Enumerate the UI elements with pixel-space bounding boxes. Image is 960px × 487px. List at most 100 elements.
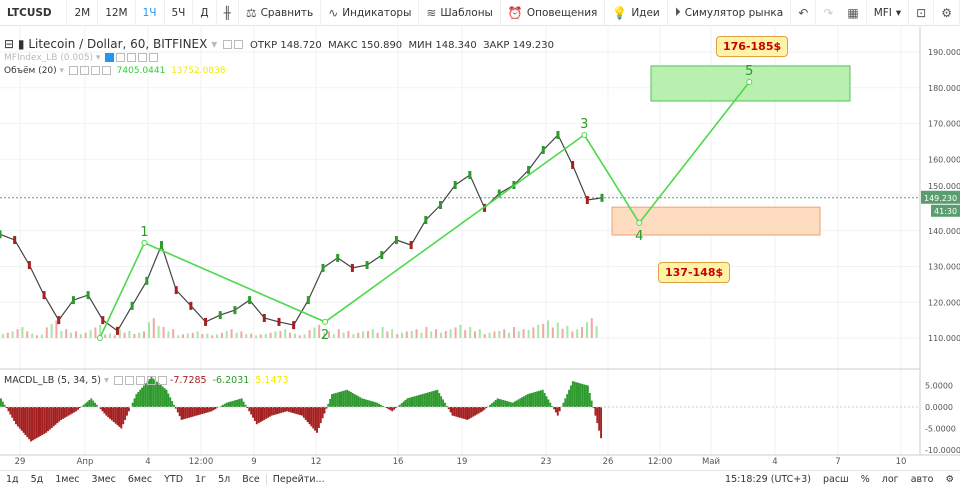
macd-bar: [364, 399, 367, 407]
open-label: ОТКР: [250, 40, 278, 51]
redo-icon: ↷: [823, 5, 834, 20]
layout-button[interactable]: ▦: [840, 0, 867, 26]
templates-button[interactable]: ≋ Шаблоны: [419, 0, 501, 26]
macd-bar: [489, 404, 492, 407]
macd-bar: [75, 407, 78, 412]
time-tick-label: 7: [835, 457, 840, 467]
indicator-settings-icon[interactable]: [105, 53, 115, 62]
volume-bar: [508, 332, 510, 338]
interval-1h[interactable]: 1Ч: [136, 0, 165, 26]
symbol-search[interactable]: LTCUSD: [0, 0, 68, 26]
templates-label: Шаблоны: [440, 6, 493, 19]
add-icon[interactable]: [138, 53, 148, 62]
redo-button[interactable]: ↷: [816, 0, 840, 26]
range-ytd[interactable]: YTD: [164, 473, 184, 485]
price-candle: [336, 253, 340, 262]
price-candle: [365, 261, 369, 270]
time-tick-label: 29: [15, 457, 26, 467]
volume-bar: [595, 326, 598, 338]
settings-icon[interactable]: [234, 40, 244, 49]
compare-button[interactable]: ⚖ Сравнить: [239, 0, 322, 26]
macd-bar: [158, 383, 160, 407]
volume-bar: [294, 333, 296, 338]
macd-bar: [346, 389, 349, 407]
volume-value-2: 13752.0838: [171, 66, 226, 76]
volume-bar: [542, 323, 545, 338]
macd-bar: [18, 407, 21, 429]
price-candle: [130, 301, 134, 310]
price-tick-label: 150.000: [928, 182, 960, 191]
last-price-badge: [921, 190, 960, 204]
chart-canvas[interactable]: 190.000180.000170.000160.000150.000140.0…: [0, 27, 960, 470]
macd-bar: [410, 397, 412, 407]
percent-toggle[interactable]: %: [860, 473, 870, 485]
replay-button[interactable]: ⏵ Симулятор рынка: [668, 0, 792, 26]
extended-hours-toggle[interactable]: расш: [822, 473, 849, 485]
goto-button[interactable]: Перейти...: [265, 473, 331, 485]
hide-icon[interactable]: [116, 53, 126, 62]
range-3m[interactable]: 3мес: [91, 473, 116, 485]
macd-bar: [357, 396, 360, 407]
macd-bar: [385, 407, 388, 409]
volume-bar: [391, 329, 394, 338]
auto-toggle[interactable]: авто: [910, 473, 934, 485]
volume-bar: [323, 332, 326, 338]
volume-bar: [221, 332, 223, 338]
indicators-button[interactable]: ∿ Индикаторы: [321, 0, 420, 26]
macd-bar: [122, 407, 125, 425]
volume-bar: [289, 332, 291, 338]
undo-button[interactable]: ↶: [791, 0, 817, 26]
mfi-button[interactable]: MFI ▾: [867, 0, 910, 26]
range-1m[interactable]: 1мес: [55, 473, 80, 485]
macd-bar: [526, 394, 529, 407]
snapshot-button[interactable]: ⊡: [909, 0, 935, 26]
macd-bar: [161, 386, 164, 407]
callout-target-high: 176-185$: [716, 36, 789, 57]
macd-bar: [517, 399, 520, 407]
volume-bar: [259, 334, 262, 338]
macd-bar: [538, 390, 540, 407]
hide-icon[interactable]: [223, 40, 233, 49]
range-all[interactable]: Все: [242, 473, 260, 485]
remove-icon[interactable]: [149, 53, 159, 62]
macd-bar: [355, 395, 358, 407]
interval-12m[interactable]: 12М: [98, 0, 136, 26]
volume-bar: [488, 332, 491, 338]
gear-icon[interactable]: ⚙: [945, 473, 954, 485]
macd-bar: [84, 403, 87, 407]
macd-bar: [156, 381, 159, 407]
chart-type-button[interactable]: ╫: [217, 0, 239, 26]
price-candle: [57, 316, 61, 325]
range-6m[interactable]: 6мес: [127, 473, 153, 485]
macd-bar: [238, 398, 241, 407]
volume-bar: [65, 329, 68, 338]
range-1y[interactable]: 1г: [195, 473, 207, 485]
more-icon[interactable]: [127, 53, 137, 62]
collapse-icon: ⊟ ▮: [4, 37, 25, 51]
price-candle: [527, 165, 531, 174]
volume-bar: [498, 330, 501, 338]
range-5d[interactable]: 5д: [30, 473, 44, 485]
elliott-wave-line: [99, 81, 750, 339]
price-series-line: [0, 133, 603, 332]
interval-2m[interactable]: 2М: [67, 0, 99, 26]
indicators-label: Индикаторы: [342, 6, 412, 19]
volume-bar: [84, 332, 87, 338]
range-5y[interactable]: 5л: [218, 473, 231, 485]
log-toggle[interactable]: лог: [881, 473, 899, 485]
wave-label: 2: [321, 328, 329, 343]
clock[interactable]: 15:18:29 (UTC+3): [725, 473, 811, 485]
macd-bar: [9, 407, 12, 415]
alerts-button[interactable]: ⏰ Оповещения: [501, 0, 606, 26]
macd-tick-label: 0.0000: [925, 403, 953, 412]
alarm-icon: ⏰: [507, 5, 523, 20]
volume-bar: [547, 320, 549, 338]
interval-day[interactable]: Д: [193, 0, 217, 26]
macd-bar: [536, 391, 539, 407]
macd-bar: [592, 407, 595, 409]
settings-button[interactable]: ⚙: [934, 0, 960, 26]
range-1d[interactable]: 1д: [6, 473, 19, 485]
macd-bar: [562, 402, 565, 407]
interval-5h[interactable]: 5Ч: [165, 0, 194, 26]
ideas-button[interactable]: 💡 Идеи: [605, 0, 668, 26]
